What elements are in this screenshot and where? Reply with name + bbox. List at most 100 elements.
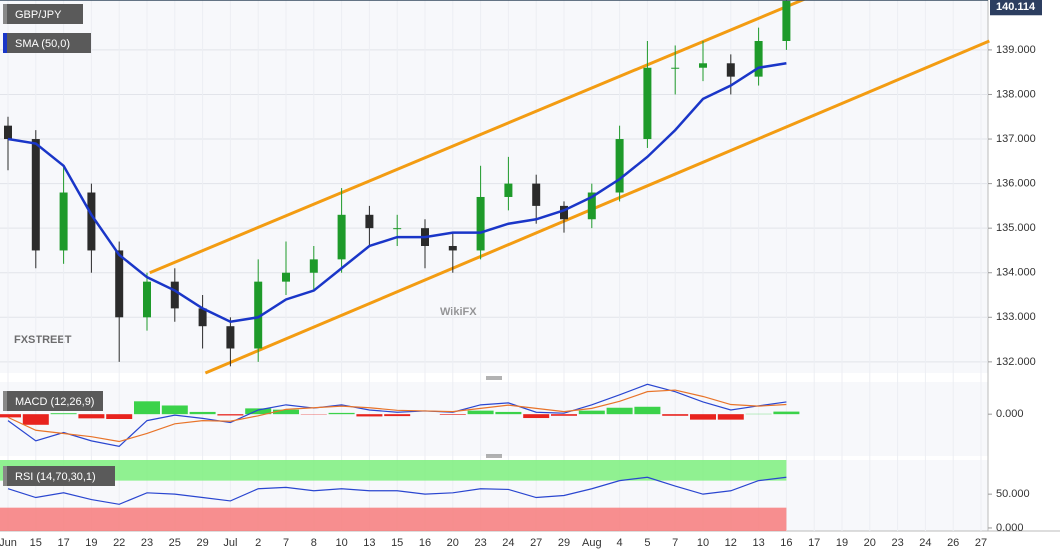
candle-body (198, 308, 207, 327)
sma-line (7, 62, 787, 324)
histogram-bar (634, 406, 661, 415)
x-tick-label: 22 (113, 537, 125, 549)
candle-body (754, 40, 763, 77)
y-tick-label: 0.000 (996, 522, 1024, 534)
x-tick-label: 15 (391, 537, 403, 549)
splitter[interactable] (486, 376, 502, 380)
histogram-bar (328, 412, 355, 415)
x-tick-label: 7 (283, 537, 289, 549)
x-tick-label: 10 (335, 537, 347, 549)
x-tick-label: 23 (891, 537, 903, 549)
x-tick-label: 17 (808, 537, 820, 549)
x-tick-label: 29 (558, 537, 570, 549)
x-tick-label: 27 (530, 537, 542, 549)
x-tick-label: 24 (919, 537, 931, 549)
legend-label: GBP/JPY (15, 9, 62, 21)
candle-body (337, 214, 346, 260)
x-tick-label: Jun (0, 537, 17, 549)
candle-body (476, 196, 485, 251)
histogram-bar (78, 414, 105, 419)
legend-label: RSI (14,70,30,1) (15, 471, 96, 483)
legend-box (3, 466, 115, 486)
histogram-bar (356, 414, 383, 417)
histogram-bar (439, 414, 466, 415)
last-price-box (990, 0, 1042, 16)
y-tick-label: 136.000 (996, 178, 1036, 190)
histogram-bar (690, 414, 716, 420)
rsi-line (7, 476, 787, 505)
candle-body (4, 125, 12, 140)
candle-body (560, 205, 568, 220)
legend-label: SMA (50,0) (15, 38, 70, 50)
histogram-bar (551, 414, 577, 416)
histogram-bar (495, 411, 522, 415)
histogram-bar (134, 401, 160, 415)
x-tick-label: 10 (697, 537, 709, 549)
legend-swatch (3, 4, 7, 24)
x-tick-label: 23 (474, 537, 486, 549)
x-tick-label: 13 (752, 537, 764, 549)
histogram-bar (523, 414, 550, 419)
candle-body (587, 192, 596, 220)
legend-box (3, 33, 91, 53)
histogram-bar (50, 413, 77, 415)
candle-body (393, 228, 402, 230)
candle-body (282, 272, 290, 282)
histogram-bar (189, 411, 216, 415)
x-tick-label: 2 (255, 537, 261, 549)
histogram-bar (578, 410, 605, 415)
x-tick-label: 5 (644, 537, 650, 549)
candle-body (87, 192, 96, 251)
x-tick-label: 27 (975, 537, 987, 549)
legend-box (3, 4, 83, 24)
x-tick-label: 20 (447, 537, 459, 549)
x-tick-label: 7 (672, 537, 678, 549)
histogram-bar (662, 414, 689, 416)
y-tick-label: 137.000 (996, 133, 1036, 145)
y-tick-label: 134.000 (996, 267, 1036, 279)
candle-body (254, 281, 263, 349)
histogram-bar (245, 408, 272, 415)
x-tick-label: 29 (196, 537, 208, 549)
x-tick-label: 20 (864, 537, 876, 549)
legend-swatch (3, 33, 7, 53)
histogram-bar (717, 414, 744, 420)
x-tick-label: 15 (30, 537, 42, 549)
macd-panel (0, 382, 988, 456)
x-tick-label: 4 (617, 537, 623, 549)
legend-swatch (3, 466, 7, 486)
overbought-zone (0, 460, 787, 481)
x-tick-label: 24 (502, 537, 514, 549)
x-tick-label: 16 (780, 537, 792, 549)
y-tick-label: 135.000 (996, 222, 1036, 234)
histogram-bar (217, 414, 244, 416)
x-tick-label: 13 (363, 537, 375, 549)
candle-body (226, 326, 235, 349)
candle-body (59, 192, 68, 251)
histogram-bar (606, 407, 633, 415)
x-tick-label: 23 (141, 537, 153, 549)
x-tick-label: 19 (836, 537, 848, 549)
histogram-bar (384, 414, 411, 417)
candle-body (671, 67, 680, 69)
candle-body (504, 183, 513, 197)
x-tick-label: 17 (57, 537, 69, 549)
candle-body (782, 0, 791, 41)
histogram-bar (467, 410, 494, 415)
candle-body (615, 139, 624, 193)
histogram-bar (106, 414, 133, 419)
x-tick-label: 19 (85, 537, 97, 549)
histogram-bar (273, 409, 299, 415)
x-tick-label: Jul (223, 537, 237, 549)
legend-swatch (3, 391, 7, 411)
histogram-bar (22, 414, 49, 425)
candle-body (115, 250, 124, 318)
candle-body (309, 259, 318, 273)
candle-body (31, 139, 40, 251)
y-tick-label: 133.000 (996, 311, 1036, 323)
splitter[interactable] (486, 454, 502, 458)
candle-body (643, 67, 652, 140)
y-tick-label: 0.000 (996, 408, 1024, 420)
x-tick-label: 26 (947, 537, 959, 549)
